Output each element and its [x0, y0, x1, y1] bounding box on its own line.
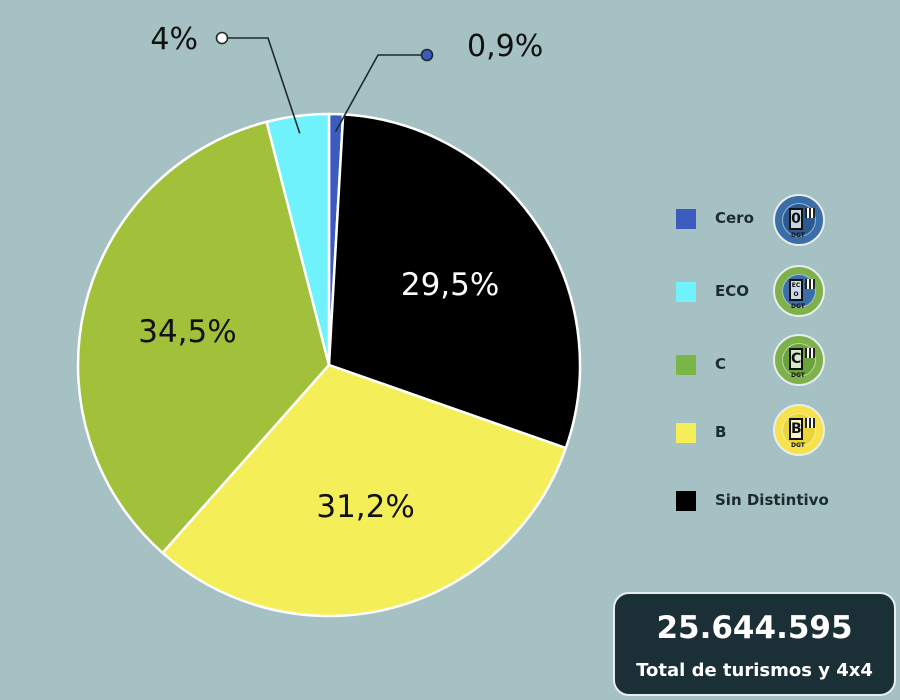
c-label-badge-icon: C DGT: [773, 334, 825, 386]
slice-label-cero: 0,9%: [467, 29, 543, 64]
legend-swatch-c: [676, 355, 696, 375]
legend-label-sin-distintivo: Sin Distintivo: [715, 491, 829, 509]
pie-slice-sin-distintivo: [327, 113, 582, 450]
badge-letter-eco: ECO: [789, 279, 803, 301]
callout-leader-eco: [222, 37, 301, 134]
badge-letter-c: C: [789, 348, 803, 370]
pie-slice-b: [161, 363, 568, 618]
zero-emission-badge-icon: 0 DGT: [773, 194, 825, 246]
badge-brand-cero: DGT: [791, 232, 805, 239]
legend-item-sin-distintivo: Sin Distintivo: [676, 471, 876, 531]
badge-qr-icon: [805, 418, 815, 428]
legend-swatch-sin-distintivo: [676, 491, 696, 511]
legend-label-c: C: [715, 355, 727, 373]
total-label: Total de turismos y 4x4: [636, 660, 873, 681]
legend-swatch-eco: [676, 282, 696, 302]
badge-brand-c: DGT: [791, 372, 805, 379]
callout-dot-eco: [215, 31, 229, 45]
callout-dot-cero: [420, 48, 434, 62]
badge-letter-b: B: [789, 418, 803, 440]
badge-brand-b: DGT: [791, 442, 805, 449]
pie-slice-c: [76, 120, 331, 555]
legend-item-b: B B DGT: [676, 402, 876, 462]
callout-leader-cero: [334, 54, 427, 133]
slice-label-sin-distintivo: 29,5%: [401, 267, 499, 303]
legend-label-eco: ECO: [715, 282, 750, 300]
legend-swatch-cero: [676, 209, 696, 229]
badge-qr-icon: [805, 348, 815, 358]
legend-label-b: B: [715, 423, 727, 441]
badge-letter-cero: 0: [789, 208, 803, 230]
slice-label-b: 31,2%: [316, 489, 414, 525]
total-value: 25.644.595: [656, 610, 853, 646]
eco-badge-icon: ECO DGT: [773, 265, 825, 317]
pie-slice-eco: [265, 112, 331, 367]
legend-item-c: C C DGT: [676, 334, 876, 394]
legend-swatch-b: [676, 423, 696, 443]
slice-label-c: 34,5%: [138, 314, 236, 350]
badge-brand-eco: DGT: [791, 303, 805, 310]
legend-label-cero: Cero: [715, 209, 754, 227]
b-label-badge-icon: B DGT: [773, 404, 825, 456]
legend-item-eco: ECO ECO DGT: [676, 261, 876, 321]
slice-label-eco: 4%: [150, 22, 198, 57]
total-summary-box: 25.644.595 Total de turismos y 4x4: [613, 592, 896, 696]
badge-qr-icon: [805, 279, 815, 289]
badge-qr-icon: [805, 208, 815, 218]
legend-item-cero: Cero 0 DGT: [676, 188, 876, 248]
